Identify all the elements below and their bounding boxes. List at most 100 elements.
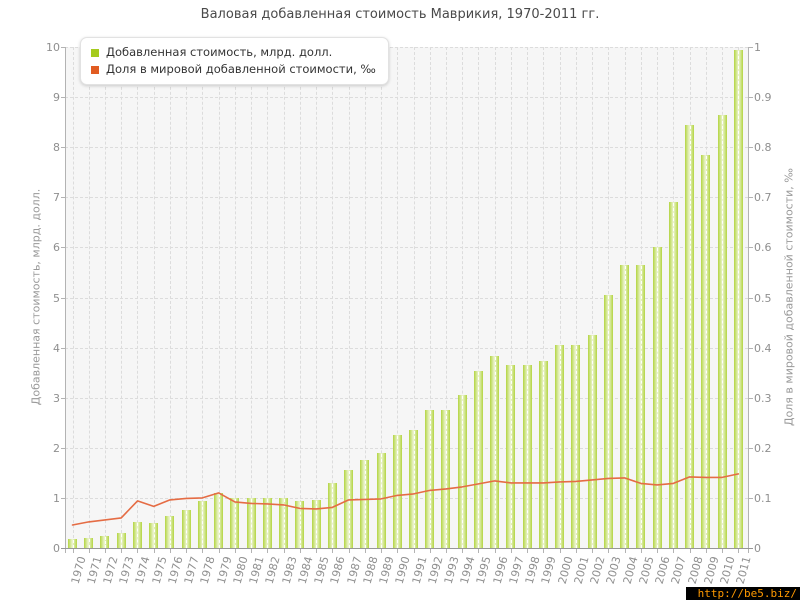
bar-center-dash	[478, 371, 480, 548]
bar-2006	[652, 247, 662, 548]
plot-area	[65, 47, 748, 548]
bar-1991	[409, 429, 419, 548]
gridline-v	[364, 47, 366, 548]
x-tick	[657, 549, 659, 553]
gridline-v	[299, 47, 301, 548]
x-tick	[381, 549, 383, 553]
bar-1982	[262, 498, 272, 548]
bar-center-dash	[348, 471, 350, 548]
legend-item-value-added[interactable]: Добавленная стоимость, млрд. долл.	[91, 44, 376, 61]
bar-2007	[668, 202, 678, 548]
bar-2003	[603, 294, 613, 548]
bar-1995	[473, 370, 483, 548]
y-tick-left	[61, 97, 65, 99]
bar-2011	[733, 49, 743, 548]
x-tick	[640, 549, 642, 553]
gridline-h	[65, 447, 748, 449]
y-tick-label-left: 3	[53, 391, 60, 405]
x-tick	[624, 549, 626, 553]
legend-item-world-share[interactable]: Доля в мировой добавленной стоимости, ‰	[91, 61, 376, 78]
x-tick	[478, 549, 480, 553]
y-tick-label-right: 0.9	[754, 91, 772, 105]
bar-1977	[181, 510, 191, 548]
bar-center-dash	[608, 295, 610, 548]
x-tick	[299, 549, 301, 553]
bar-1999	[538, 360, 548, 548]
gridline-h	[65, 197, 748, 199]
bar-center-dash	[88, 538, 90, 548]
bar-2008	[685, 124, 695, 548]
bar-1972	[100, 535, 110, 548]
legend-label: Добавленная стоимость, млрд. долл.	[106, 45, 333, 59]
bar-center-dash	[445, 410, 447, 548]
gridline-h	[65, 347, 748, 349]
x-tick	[738, 549, 740, 553]
x-tick	[608, 549, 610, 553]
bar-center-dash	[722, 115, 724, 548]
bar-2001	[571, 345, 581, 548]
bar-1973	[116, 532, 126, 548]
x-tick	[705, 549, 707, 553]
bar-center-dash	[316, 501, 318, 548]
bar-center-dash	[527, 366, 529, 548]
chart-title: Валовая добавленная стоимость Маврикия, …	[200, 7, 600, 22]
bar-center-dash	[738, 50, 740, 548]
right-axis-title: Доля в мировой добавленной стоимости, ‰	[782, 167, 796, 427]
gridline-h	[65, 397, 748, 399]
x-tick	[462, 549, 464, 553]
bar-2009	[701, 154, 711, 548]
y-tick-right	[749, 497, 753, 499]
bar-2005	[636, 264, 646, 548]
bar-center-dash	[364, 460, 366, 548]
bar-center-dash	[153, 523, 155, 548]
bar-1993	[441, 409, 451, 548]
bar-center-dash	[186, 511, 188, 548]
x-tick	[137, 549, 139, 553]
y-tick-left	[61, 497, 65, 499]
y-tick-right	[749, 397, 753, 399]
y-tick-left	[61, 447, 65, 449]
x-tick	[316, 549, 318, 553]
bar-1997	[506, 364, 516, 548]
y-tick-right	[749, 147, 753, 149]
bar-center-dash	[705, 155, 707, 548]
gridline-v	[202, 47, 204, 548]
x-tick	[267, 549, 269, 553]
gridline-v	[592, 47, 594, 548]
bar-1983	[279, 498, 289, 548]
y-tick-label-right: 0.2	[754, 441, 772, 455]
x-tick	[251, 549, 253, 553]
x-tick	[72, 549, 74, 553]
y-tick-label-left: 9	[53, 91, 60, 105]
y-tick-label-left: 5	[53, 291, 60, 305]
bar-center-dash	[689, 125, 691, 548]
y-tick-label-right: 0.5	[754, 291, 772, 305]
x-tick	[234, 549, 236, 553]
gridline-h	[65, 147, 748, 149]
watermark-link[interactable]: http://be5.biz/	[685, 587, 800, 600]
x-tick	[202, 549, 204, 553]
gridline-v	[186, 47, 188, 548]
line-series-layer	[71, 473, 740, 526]
bar-1986	[327, 482, 337, 548]
left-axis-title: Добавленная стоимость, млрд. долл.	[29, 188, 43, 406]
y-axis-line-left	[65, 47, 66, 553]
bar-center-dash	[575, 346, 577, 548]
x-tick	[169, 549, 171, 553]
bar-2004	[620, 264, 630, 548]
y-tick-label-right: 0.3	[754, 391, 772, 405]
bar-center-dash	[202, 502, 204, 548]
bar-center-dash	[121, 533, 123, 548]
gridline-v	[121, 47, 123, 548]
gridline-v	[316, 47, 318, 548]
y-tick-label-left: 10	[46, 41, 60, 54]
bar-center-dash	[218, 494, 220, 548]
y-tick-right	[749, 197, 753, 199]
x-tick	[543, 549, 545, 553]
y-tick-label-right: 0.6	[754, 241, 772, 255]
y-tick-right	[749, 447, 753, 449]
bar-1992	[425, 409, 435, 548]
x-tick	[88, 549, 90, 553]
bar-center-dash	[592, 336, 594, 548]
